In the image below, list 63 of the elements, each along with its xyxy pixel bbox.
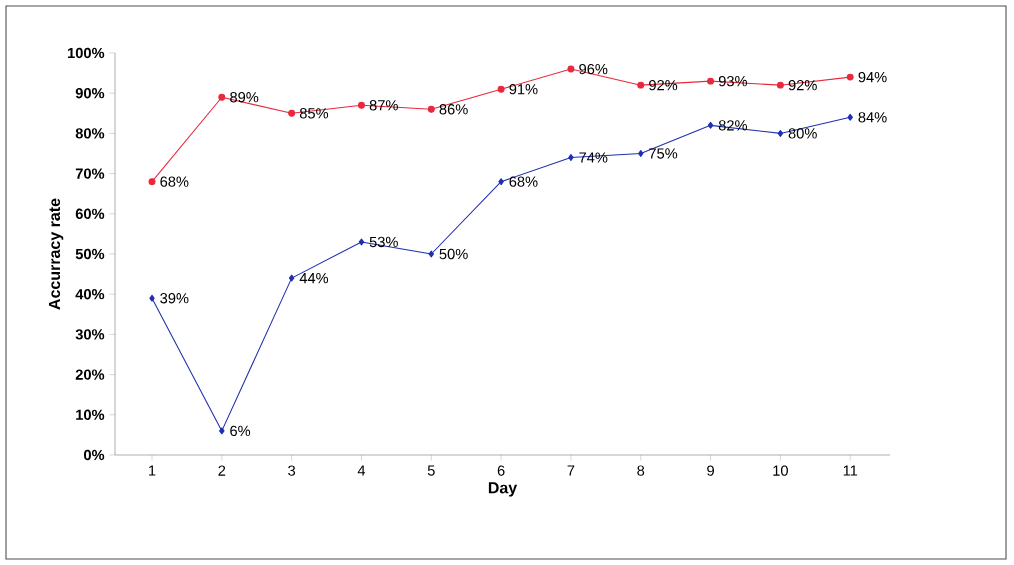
y-axis-title: Accurracy rate — [48, 198, 64, 310]
point — [567, 65, 575, 73]
point — [638, 150, 644, 157]
data-label: 86% — [439, 104, 468, 115]
data-label: 39% — [160, 293, 189, 304]
y-tick-label: 100% — [68, 47, 105, 59]
data-label: 91% — [509, 84, 538, 95]
y-tick-label: 80% — [75, 128, 105, 139]
y-tick-label: 10% — [76, 409, 105, 420]
x-tick-label: 1 — [149, 465, 156, 476]
y-tick-label: 90% — [75, 88, 105, 99]
point — [846, 73, 854, 81]
x-tick-label: 10 — [773, 465, 788, 476]
y-tick-label: 50% — [75, 248, 105, 260]
y-tick-label: 30% — [75, 329, 105, 340]
data-label: 92% — [788, 79, 817, 91]
point — [288, 109, 296, 117]
point — [148, 178, 156, 186]
point — [218, 93, 226, 101]
x-tick-label: 11 — [843, 465, 858, 476]
x-tick-label: 8 — [637, 465, 645, 476]
data-label: 85% — [299, 108, 329, 119]
point — [497, 85, 505, 93]
point — [498, 178, 504, 186]
y-tick-label: 0% — [83, 449, 105, 461]
point — [776, 81, 784, 89]
point — [707, 77, 715, 85]
x-tick-label: 7 — [567, 465, 575, 476]
data-label: 44% — [299, 273, 329, 284]
data-label: 89% — [230, 92, 259, 103]
point — [568, 154, 574, 161]
y-tick-label: 70% — [75, 168, 105, 179]
data-label: 6% — [230, 425, 251, 437]
x-axis-title: Day — [488, 482, 518, 497]
data-label: 68% — [160, 176, 189, 187]
point — [707, 121, 714, 129]
y-tick-label: 60% — [75, 208, 105, 219]
point — [427, 105, 435, 113]
point — [288, 274, 295, 282]
point — [219, 427, 225, 435]
point — [358, 238, 365, 246]
x-tick-label: 2 — [218, 465, 226, 476]
data-label: 50% — [439, 248, 468, 260]
x-tick-label: 5 — [427, 465, 435, 476]
x-tick-label: 4 — [357, 465, 366, 476]
y-tick-label: 20% — [75, 369, 105, 380]
x-tick-label: 9 — [707, 465, 714, 476]
data-label: 53% — [369, 236, 398, 248]
data-label: 84% — [858, 112, 887, 123]
point — [357, 101, 365, 109]
x-tick-label: 3 — [288, 465, 296, 476]
point — [637, 81, 645, 89]
point — [777, 129, 784, 137]
point — [149, 294, 155, 302]
x-tick-label: 6 — [497, 465, 505, 476]
data-label: 96% — [579, 63, 608, 75]
data-label: 68% — [509, 176, 538, 187]
point — [847, 113, 853, 121]
data-label: 94% — [858, 71, 887, 83]
data-label: 75% — [649, 148, 678, 159]
point — [428, 250, 435, 258]
data-label: 80% — [788, 128, 817, 139]
y-tick-label: 40% — [75, 289, 105, 300]
